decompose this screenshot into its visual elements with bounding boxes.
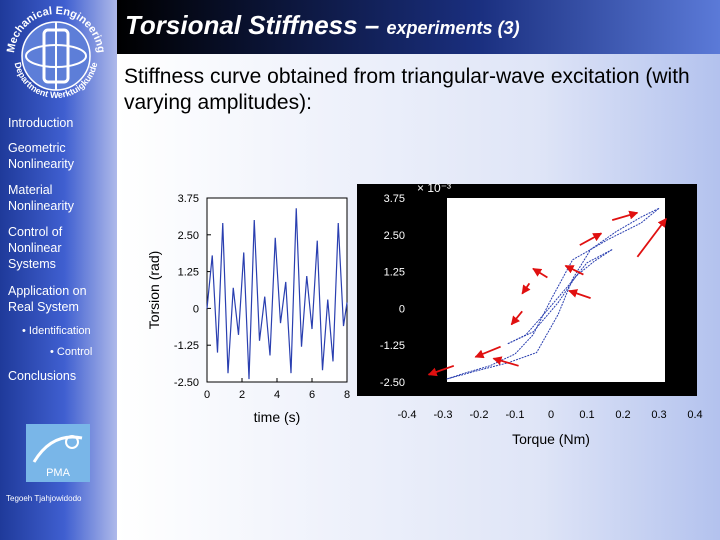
right-y-tick-label: 0 xyxy=(399,303,405,315)
left-x-tick-label: 2 xyxy=(239,389,245,401)
right-y-tick-label: 2.50 xyxy=(384,230,405,242)
direction-arrow xyxy=(510,310,523,326)
direction-arrow xyxy=(474,345,501,359)
right-x-tick-label: -0.2 xyxy=(470,409,489,421)
right-x-tick-label: 0.3 xyxy=(651,409,666,421)
mechanical-engineering-logo: Mechanical Engineering Department Werktu… xyxy=(5,5,107,100)
left-y-tick-label: -1.25 xyxy=(174,340,199,352)
right-y-tick-label: 3.75 xyxy=(384,193,405,205)
direction-arrow xyxy=(521,282,531,295)
left-x-tick-label: 6 xyxy=(309,389,315,401)
title-bar xyxy=(117,0,720,54)
slide-heading: Stiffness curve obtained from triangular… xyxy=(124,65,690,114)
left-x-tick-label: 0 xyxy=(204,389,210,401)
sidebar-item-application-real-system[interactable]: Application on Real System xyxy=(8,284,87,314)
right-y-tick-label: -2.50 xyxy=(380,377,405,389)
sidebar-item-geometric-nonlinearity[interactable]: Geometric Nonlinearity xyxy=(8,141,75,171)
right-x-tick-label: 0.1 xyxy=(579,409,594,421)
direction-arrow xyxy=(611,210,639,221)
hysteresis-loop-line xyxy=(507,249,613,345)
title-sub: experiments (3) xyxy=(386,18,520,38)
right-x-tick-label: -0.4 xyxy=(398,409,417,421)
left-y-tick-label: 1.25 xyxy=(178,267,199,279)
left-x-tick-label: 8 xyxy=(344,389,350,401)
sidebar-item-control-nonlinear-systems[interactable]: Control of Nonlinear Systems xyxy=(8,225,63,271)
direction-arrow xyxy=(579,232,603,246)
pma-logo: PMA xyxy=(26,424,90,482)
title-main: Torsional Stiffness – xyxy=(125,10,387,40)
torsion-time-series-line xyxy=(206,208,348,380)
hysteresis-loop-line xyxy=(446,207,660,380)
sidebar: Mechanical Engineering Department Werktu… xyxy=(0,0,117,540)
direction-arrow xyxy=(492,356,519,367)
right-x-tick-label: -0.3 xyxy=(434,409,453,421)
left-x-axis-label: time (s) xyxy=(254,409,301,425)
sidebar-item-control[interactable]: • Control xyxy=(50,346,93,358)
left-x-tick-label: 4 xyxy=(274,389,280,401)
left-plot-frame xyxy=(206,197,348,383)
left-y-tick-label: 2.50 xyxy=(178,230,199,242)
right-scale-label: × 10⁻³ xyxy=(417,181,451,195)
hysteresis-chart: × 10⁻³ 3.75 2.50 1.25 0 -1.25 -2.50 -0.4 -0.3 -0.… xyxy=(357,181,703,447)
sidebar-item-introduction[interactable]: Introduction xyxy=(8,116,74,130)
left-y-axis-label: Torsion (rad) xyxy=(146,251,162,330)
sidebar-item-material-nonlinearity[interactable]: Material Nonlinearity xyxy=(8,183,75,213)
sidebar-item-conclusions[interactable]: Conclusions xyxy=(8,369,77,383)
left-y-tick-label: 3.75 xyxy=(178,193,199,205)
direction-arrow xyxy=(427,364,455,377)
hysteresis-loop-line xyxy=(507,249,613,345)
hysteresis-loop-line xyxy=(446,207,660,380)
right-x-tick-label: -0.1 xyxy=(506,409,525,421)
right-x-axis-label: Torque (Nm) xyxy=(512,431,590,447)
right-x-tick-label: 0.4 xyxy=(687,409,702,421)
direction-arrow xyxy=(564,264,584,276)
page-title: Torsional Stiffness – experiments (3) xyxy=(125,10,520,41)
sidebar-item-identification[interactable]: • Identification xyxy=(22,325,91,337)
left-y-tick-label: -2.50 xyxy=(174,377,199,389)
direction-arrow xyxy=(636,217,667,258)
right-y-tick-label: -1.25 xyxy=(380,340,405,352)
author-name: Tegoeh Tjahjowidodo xyxy=(6,494,82,503)
time-series-chart: 3.75 2.50 1.25 0 -1.25 -2.50 0 2 4 6 8 time (s) Tors… xyxy=(146,193,350,425)
direction-arrow xyxy=(532,267,548,279)
right-x-tick-label: 0.2 xyxy=(615,409,630,421)
right-x-tick-label: 0 xyxy=(548,409,554,421)
direction-arrow xyxy=(568,289,591,299)
plots-area: 3.75 2.50 1.25 0 -1.25 -2.50 0 2 4 6 8 time (s) Tors… xyxy=(146,181,703,447)
pma-label: PMA xyxy=(46,467,71,479)
right-y-tick-label: 1.25 xyxy=(384,267,405,279)
left-y-tick-label: 0 xyxy=(193,303,199,315)
